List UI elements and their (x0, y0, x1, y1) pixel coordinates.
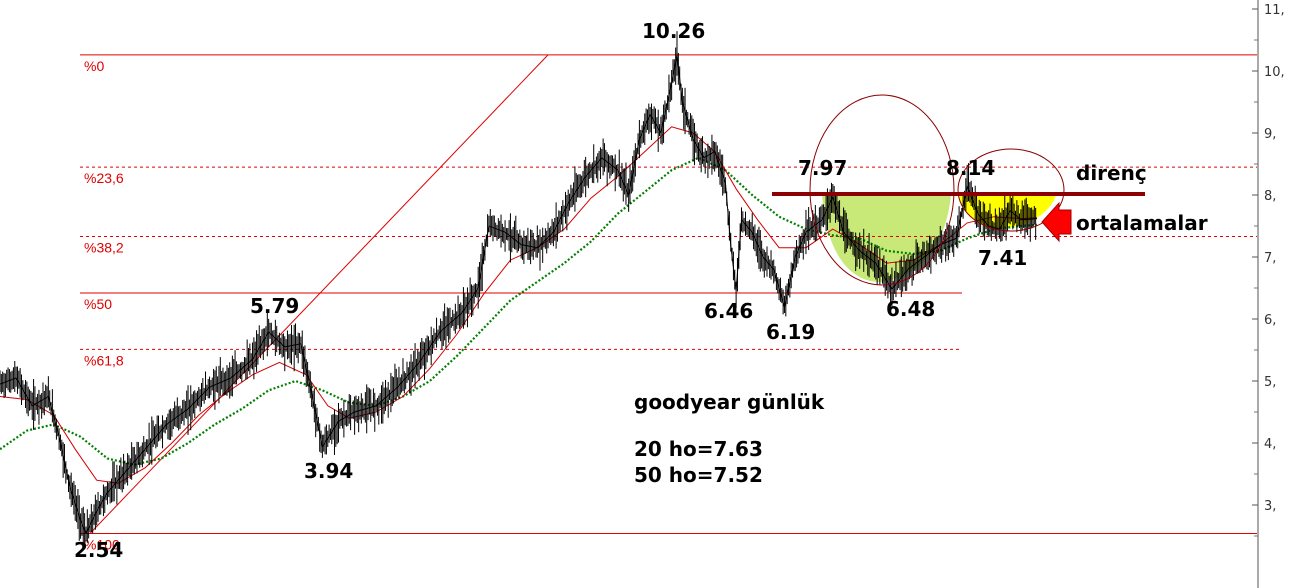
series-group (0, 31, 1038, 546)
price-label-low-3: 6.19 (766, 320, 815, 344)
averages-label: ortalamalar (1076, 211, 1208, 235)
y-tick-label: 5, (1264, 375, 1276, 390)
price-label-low-2: 6.46 (704, 299, 753, 323)
y-tick-label: 4, (1264, 437, 1276, 452)
fib-label-3: %50 (84, 296, 112, 312)
y-tick-label: 8, (1264, 189, 1276, 204)
price-line (0, 54, 1038, 535)
y-tick-label: 11, (1264, 3, 1285, 18)
y-tick-label: 3, (1264, 499, 1276, 514)
fib-label-2: %38,2 (84, 240, 124, 256)
resistance-label: direnç (1076, 161, 1147, 185)
y-axis: 3, 4, 5, 6, 7, 8, 9, 10, 11, (1252, 0, 1285, 588)
fib-trend-line (89, 54, 549, 534)
price-label-high-1: 5.79 (250, 294, 299, 318)
highlight-circles (809, 94, 1065, 286)
ma20-label: 20 ho=7.63 (634, 437, 763, 461)
fib-label-1: %23,6 (84, 170, 124, 186)
ma50-label: 50 ho=7.52 (634, 463, 763, 487)
fib-label-5: %100 (84, 537, 120, 553)
price-label-high-3: 8.14 (946, 156, 995, 180)
fib-label-0: %0 (84, 58, 104, 74)
chart-title: goodyear günlük (634, 390, 825, 414)
y-tick-label: 7, (1264, 251, 1276, 266)
fibonacci-levels: %0 %23,6 %38,2 %50 %61,8 %100 (80, 54, 1257, 553)
price-label-peak: 10.26 (642, 19, 705, 43)
price-label-low-4: 6.48 (886, 297, 935, 321)
fib-label-4: %61,8 (84, 352, 124, 368)
highlight-circle-2 (957, 148, 1065, 232)
highlight-circle-1 (809, 94, 955, 286)
price-label-high-2: 7.97 (798, 156, 847, 180)
y-tick-label: 9, (1264, 127, 1276, 142)
price-label-support: 7.41 (978, 246, 1027, 270)
arrow-icon (1041, 201, 1072, 243)
price-label-low-1: 3.94 (304, 459, 353, 483)
y-tick-label: 10, (1264, 65, 1285, 80)
price-label-bottom: 2.54 (74, 538, 123, 562)
y-tick-label: 6, (1264, 313, 1276, 328)
